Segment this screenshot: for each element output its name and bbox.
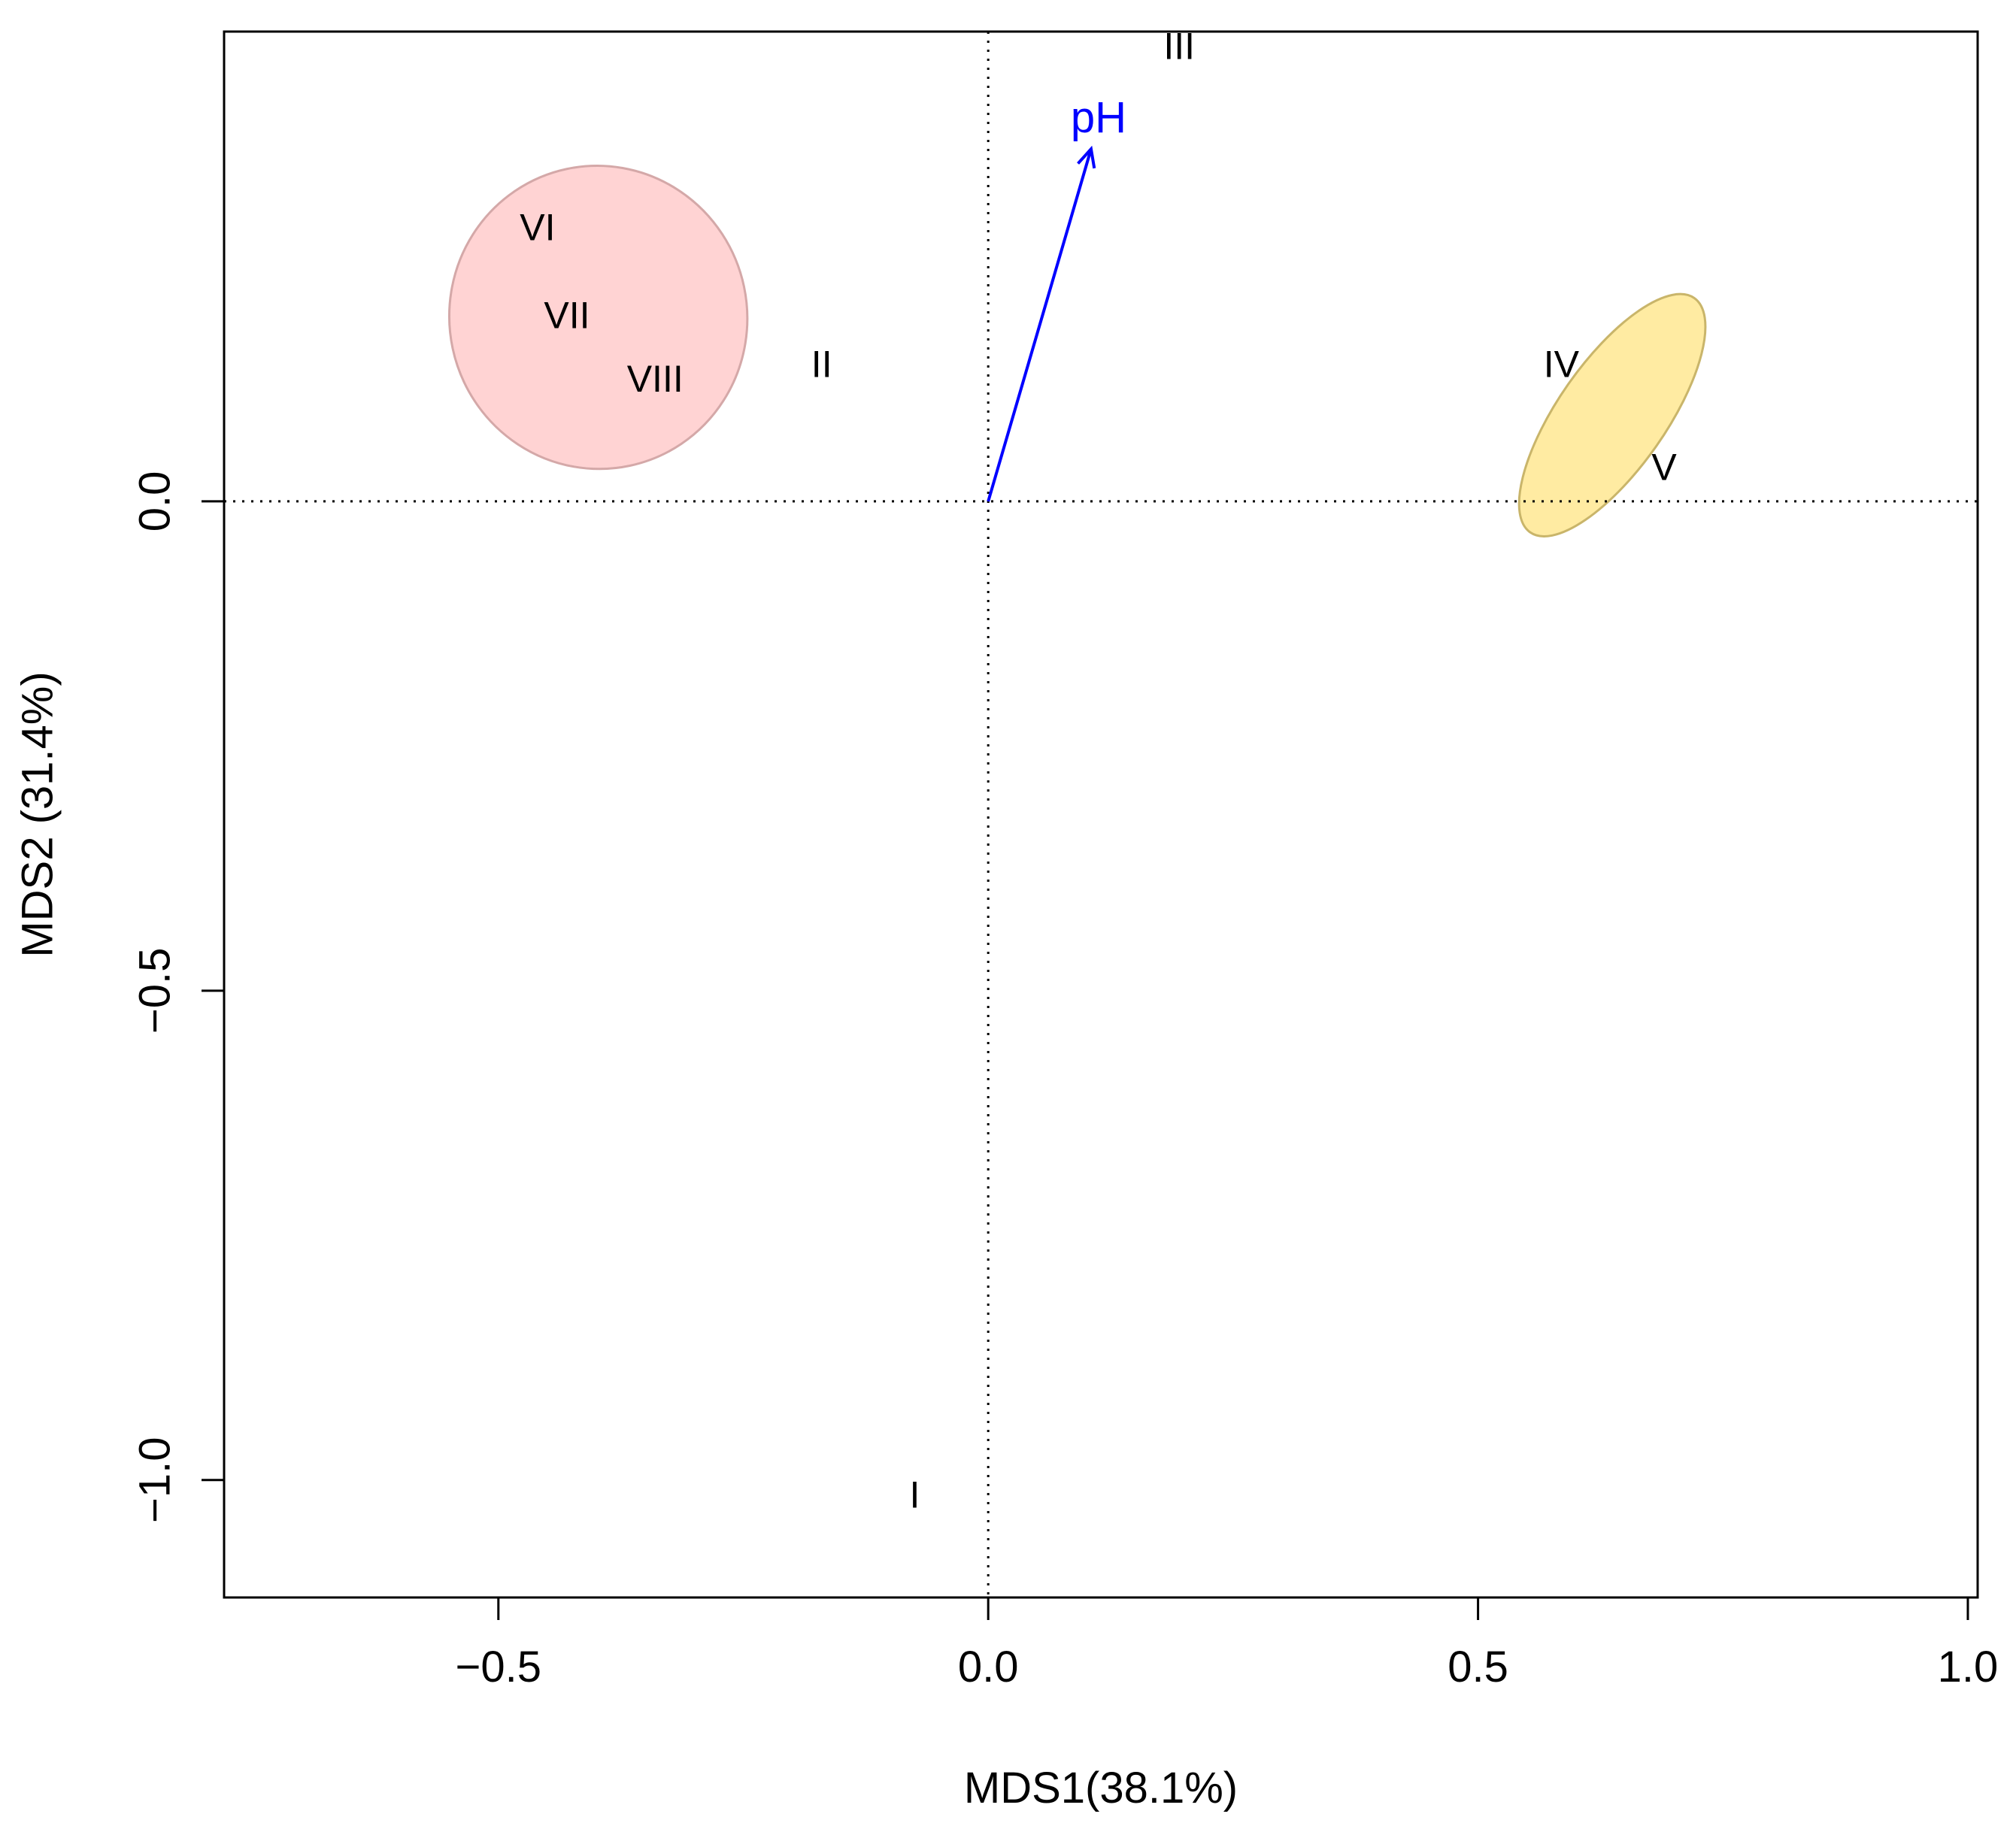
point-label-II: II bbox=[811, 344, 832, 386]
y-tick-label: −1.0 bbox=[131, 1437, 180, 1524]
y-axis-title: MDS2 (31.4%) bbox=[14, 671, 62, 957]
point-label-VII: VII bbox=[544, 295, 590, 337]
point-label-VIII: VIII bbox=[627, 358, 684, 400]
point-label-V: V bbox=[1651, 446, 1677, 488]
x-tick-label: 0.5 bbox=[1448, 1643, 1508, 1691]
reference-lines bbox=[224, 32, 1978, 1597]
group-ellipse-2 bbox=[1517, 292, 1707, 538]
vector-pH-line bbox=[987, 148, 1093, 502]
point-label-VI: VI bbox=[520, 206, 555, 248]
group-ellipses bbox=[447, 165, 1707, 538]
y-tick-label: −0.5 bbox=[131, 948, 180, 1034]
x-axis-title: MDS1(38.1%) bbox=[964, 1764, 1238, 1812]
vectors: pH bbox=[987, 93, 1126, 502]
x-tick-label: 1.0 bbox=[1938, 1643, 1999, 1691]
y-tick-label: 0.0 bbox=[131, 471, 180, 532]
x-axis: −0.5 0.0 0.5 1.0 bbox=[456, 1596, 1999, 1691]
point-label-I: I bbox=[910, 1473, 920, 1516]
x-tick-label: 0.0 bbox=[958, 1643, 1019, 1691]
vector-pH-label: pH bbox=[1071, 93, 1126, 142]
vector-pH-arrowhead bbox=[1077, 145, 1096, 169]
point-label-IV: IV bbox=[1544, 344, 1580, 386]
group-ellipse-1 bbox=[447, 165, 749, 471]
x-tick-label: −0.5 bbox=[456, 1643, 542, 1691]
y-axis: −1.0 −0.5 0.0 bbox=[131, 471, 226, 1524]
